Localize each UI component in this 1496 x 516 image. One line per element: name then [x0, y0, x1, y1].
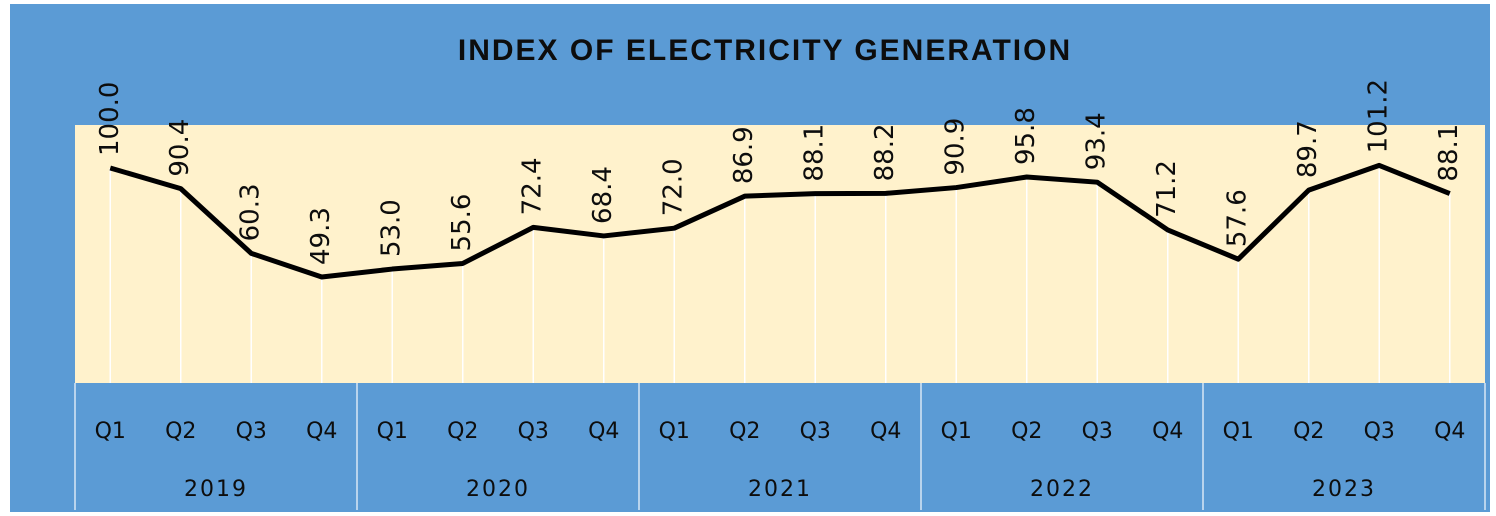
data-label: 90.4: [165, 119, 195, 177]
data-label: 101.2: [1364, 79, 1394, 153]
x-tick-label: Q1: [941, 419, 972, 444]
x-tick-label: Q1: [95, 419, 126, 444]
plot-area: [75, 125, 1485, 383]
x-tick-label: Q4: [1434, 419, 1465, 444]
x-tick-label: Q4: [306, 419, 337, 444]
data-label: 90.9: [941, 118, 971, 176]
x-tick-label: Q2: [165, 419, 196, 444]
x-tick-label: Q1: [659, 419, 690, 444]
group-label: 2021: [748, 477, 812, 502]
data-label: 72.0: [659, 158, 689, 216]
group-label: 2022: [1030, 477, 1094, 502]
data-label: 89.7: [1293, 120, 1323, 178]
x-tick-label: Q3: [236, 419, 267, 444]
x-tick-label: Q2: [729, 419, 760, 444]
group-label: 2020: [466, 477, 530, 502]
data-label: 100.0: [95, 82, 125, 156]
group-label: 2023: [1312, 477, 1376, 502]
data-label: 72.4: [518, 157, 548, 215]
x-tick-label: Q4: [1152, 419, 1183, 444]
chart-title: INDEX OF ELECTRICITY GENERATION: [458, 34, 1072, 67]
x-tick-label: Q3: [800, 419, 831, 444]
x-tick-label: Q1: [377, 419, 408, 444]
x-tick-label: Q1: [1223, 419, 1254, 444]
x-tick-label: Q2: [1011, 419, 1042, 444]
data-label: 60.3: [236, 183, 266, 241]
data-label: 88.1: [1434, 124, 1464, 182]
data-label: 88.1: [800, 124, 830, 182]
x-tick-label: Q3: [1082, 419, 1113, 444]
x-tick-label: Q3: [518, 419, 549, 444]
data-label: 71.2: [1152, 160, 1182, 218]
data-label: 55.6: [447, 194, 477, 252]
data-label: 68.4: [588, 166, 618, 224]
x-tick-label: Q3: [1364, 419, 1395, 444]
x-tick-label: Q4: [870, 419, 901, 444]
data-label: 57.6: [1223, 189, 1253, 247]
x-tick-label: Q2: [1293, 419, 1324, 444]
group-label: 2019: [184, 477, 248, 502]
data-label: 53.0: [377, 199, 407, 257]
data-label: 49.3: [306, 207, 336, 265]
x-tick-label: Q4: [588, 419, 619, 444]
data-label: 86.9: [729, 126, 759, 184]
data-label: 93.4: [1082, 112, 1112, 170]
x-tick-label: Q2: [447, 419, 478, 444]
data-label: 88.2: [870, 123, 900, 181]
data-label: 95.8: [1011, 107, 1041, 165]
data-line: [109, 162, 1451, 280]
